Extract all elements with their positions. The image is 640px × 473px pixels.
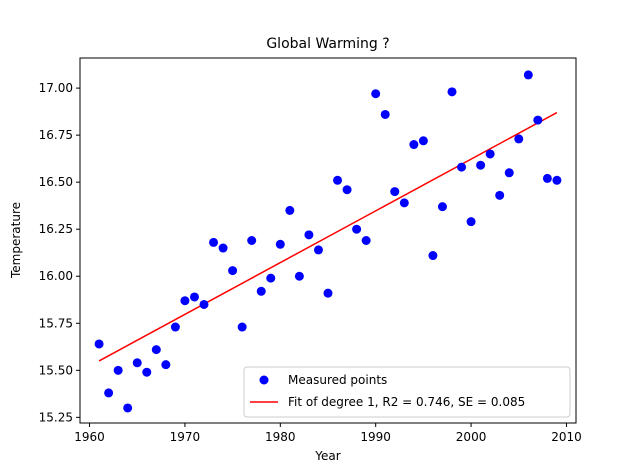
data-point [514,134,524,144]
x-tick-label: 2010 [551,430,582,444]
data-point [123,403,133,413]
data-point [533,115,543,125]
data-point [495,190,505,200]
data-point [409,140,419,150]
data-point [180,296,190,306]
data-point [189,292,199,302]
data-point [132,358,142,368]
data-point [313,245,323,255]
data-point [294,271,304,281]
data-point [304,230,314,240]
data-point [476,160,486,170]
y-tick-label: 16.75 [39,128,73,142]
data-point [504,168,514,178]
data-point [323,288,333,298]
chart-title: Global Warming ? [266,36,389,52]
data-point [142,367,152,377]
data-point [266,273,276,283]
y-tick-label: 16.00 [39,269,73,283]
data-point [333,175,343,185]
plot-area: 1960 1970 1980 1990 2000 2010 15.25 15.50 15.75 1… [39,57,582,444]
data-point [218,243,228,253]
data-point [399,198,409,208]
x-tick-label: 1980 [265,430,296,444]
legend-marker-measured [259,375,269,385]
data-point [228,266,238,276]
data-point [199,299,209,309]
data-point [457,162,467,172]
data-point [275,239,285,249]
x-tick-label: 1990 [360,430,391,444]
data-point [418,136,428,146]
data-point [113,365,123,375]
data-point [151,345,161,355]
y-tick-label: 17.00 [39,81,73,95]
x-tick-label: 1960 [74,430,105,444]
data-point [342,185,352,195]
data-point [161,360,171,370]
data-point [352,224,362,234]
x-axis-label: Year [314,449,340,463]
y-axis-label: Temperature [9,202,23,279]
data-point [466,217,476,227]
x-tick-label: 2000 [456,430,487,444]
x-tick-label: 1970 [170,430,201,444]
y-tick-label: 16.25 [39,222,73,236]
y-tick-label: 15.50 [39,363,73,377]
data-point [361,236,371,245]
data-point [285,205,295,215]
data-point [256,286,266,296]
data-point [247,236,257,245]
data-point [209,237,219,247]
data-point [552,175,562,185]
legend-box [243,366,571,418]
data-point [237,322,247,332]
data-point [390,187,400,197]
y-tick-label: 15.75 [39,316,73,330]
data-point [170,322,180,332]
data-point [542,173,552,183]
data-point [437,202,447,212]
y-tick-label: 16.50 [39,175,73,189]
legend-label-fit: Fit of degree 1, R2 = 0.746, SE = 0.085 [288,395,525,409]
data-point [371,89,381,99]
fit-line [98,111,558,362]
data-point [104,388,114,398]
data-point [523,70,533,80]
data-point [94,339,104,349]
legend-label-measured: Measured points [288,373,387,387]
data-point [447,87,457,97]
data-point [485,149,495,159]
data-point [428,251,438,261]
data-point [380,109,390,119]
y-tick-label: 15.25 [39,410,73,424]
